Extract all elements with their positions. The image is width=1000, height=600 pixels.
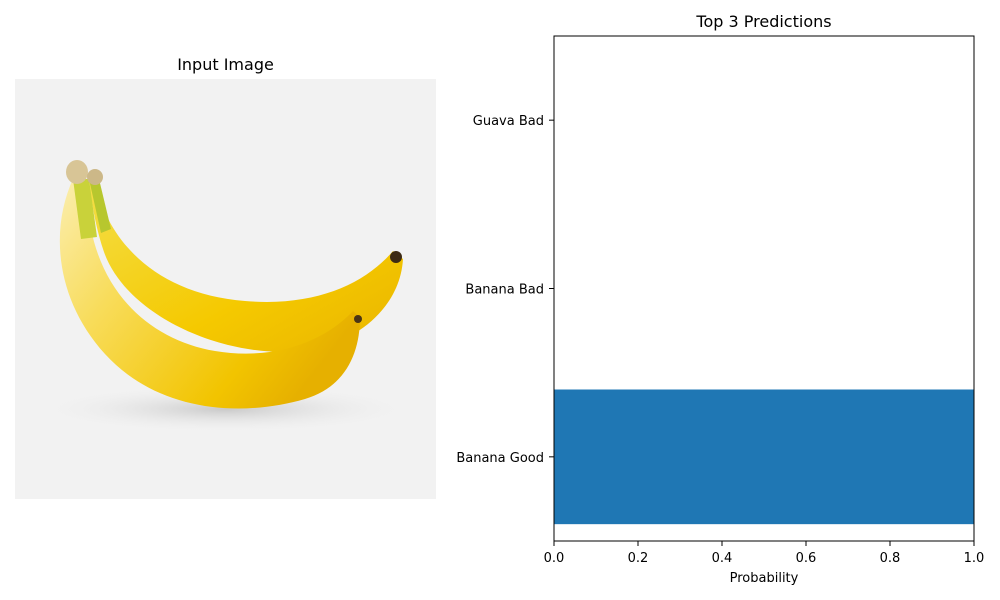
x-tick-label: 0.2	[628, 551, 649, 566]
plot-frame	[553, 35, 975, 542]
x-tick-label: 0.6	[796, 551, 817, 566]
y-tick-label: Banana Bad	[465, 283, 544, 298]
x-tick-label: 0.8	[880, 551, 901, 566]
x-tick-label: 0.4	[712, 551, 733, 566]
x-tick-label: 1.0	[964, 551, 985, 566]
y-tick-label: Banana Good	[456, 451, 544, 466]
input-image	[15, 79, 436, 499]
chart-title: Top 3 Predictions	[696, 12, 832, 31]
banana-image	[35, 160, 415, 433]
image-title: Input Image	[177, 55, 274, 74]
x-tick-label: 0.0	[544, 551, 565, 566]
bar-banana-good	[554, 389, 974, 525]
y-tick-label: Guava Bad	[473, 114, 544, 129]
x-axis-label: Probability	[730, 571, 799, 586]
